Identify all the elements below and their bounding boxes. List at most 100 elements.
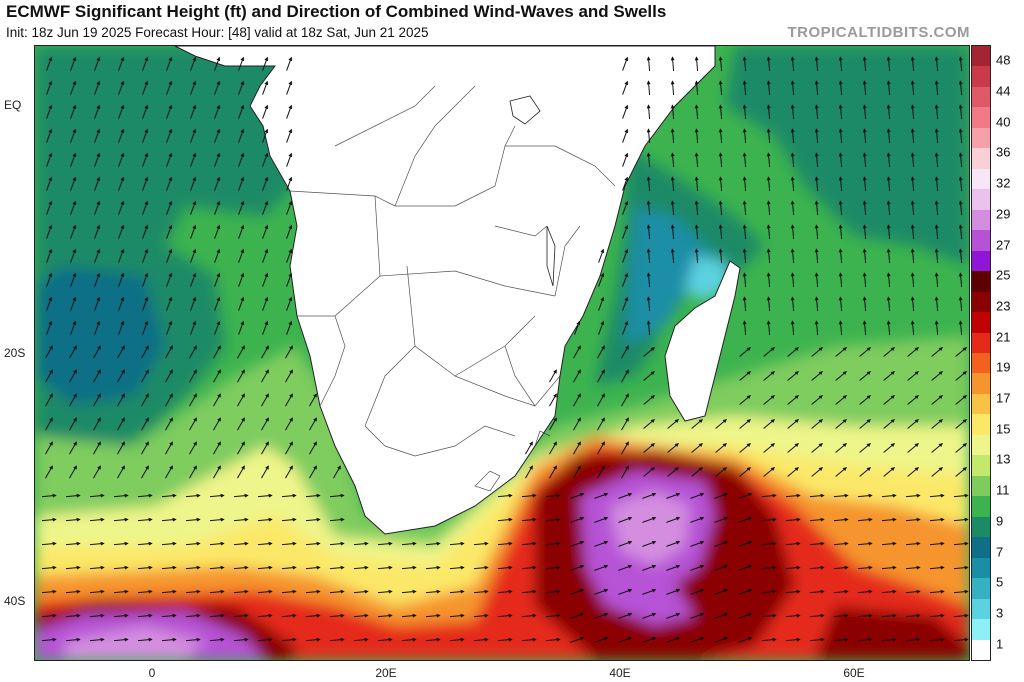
direction-arrow bbox=[838, 272, 843, 288]
direction-arrow bbox=[694, 176, 699, 192]
direction-arrow bbox=[766, 104, 771, 120]
colorbar-label: 13 bbox=[996, 451, 1011, 467]
direction-arrow bbox=[89, 565, 105, 570]
direction-arrow bbox=[353, 565, 369, 570]
direction-arrow bbox=[46, 176, 53, 191]
direction-arrow bbox=[929, 493, 945, 498]
direction-arrow bbox=[715, 467, 727, 477]
direction-arrow bbox=[166, 248, 173, 263]
direction-arrow bbox=[934, 56, 939, 72]
direction-arrow bbox=[646, 56, 651, 72]
direction-arrow bbox=[570, 636, 585, 643]
direction-arrow bbox=[262, 104, 269, 119]
direction-arrow bbox=[570, 492, 585, 499]
direction-arrow bbox=[262, 152, 269, 167]
direction-arrow bbox=[238, 80, 245, 95]
direction-arrow bbox=[929, 517, 945, 522]
direction-arrow bbox=[213, 465, 221, 479]
direction-arrow bbox=[142, 80, 149, 95]
direction-arrow bbox=[953, 613, 969, 618]
direction-arrow bbox=[257, 637, 273, 642]
direction-arrow bbox=[305, 493, 321, 498]
direction-arrow bbox=[766, 200, 771, 216]
direction-arrow bbox=[41, 613, 57, 618]
direction-arrow bbox=[190, 56, 197, 71]
direction-arrow bbox=[714, 492, 729, 499]
direction-arrow bbox=[838, 152, 843, 168]
direction-arrow bbox=[694, 224, 699, 240]
direction-arrow bbox=[666, 636, 681, 643]
colorbar-label: 21 bbox=[996, 329, 1011, 345]
direction-arrow bbox=[497, 493, 513, 498]
direction-arrow bbox=[598, 248, 605, 263]
direction-arrow bbox=[46, 104, 53, 119]
direction-arrow bbox=[622, 248, 629, 263]
direction-arrow bbox=[814, 248, 819, 264]
direction-arrow bbox=[41, 517, 57, 522]
direction-arrow bbox=[233, 565, 249, 570]
direction-arrow bbox=[763, 443, 775, 453]
direction-arrow bbox=[809, 517, 825, 522]
direction-arrow bbox=[214, 200, 221, 215]
direction-arrow bbox=[46, 128, 53, 143]
direction-arrow bbox=[46, 56, 53, 71]
direction-arrow bbox=[642, 492, 657, 499]
direction-arrow bbox=[257, 565, 273, 570]
direction-arrow bbox=[65, 589, 81, 594]
direction-arrow bbox=[718, 200, 723, 216]
direction-arrow bbox=[137, 613, 153, 618]
direction-arrow bbox=[93, 441, 101, 455]
direction-arrow bbox=[934, 200, 939, 216]
direction-arrow bbox=[862, 224, 867, 240]
direction-arrow bbox=[137, 637, 153, 642]
direction-arrow bbox=[690, 588, 705, 595]
direction-arrow bbox=[113, 613, 129, 618]
direction-arrow bbox=[214, 224, 221, 239]
direction-arrow bbox=[190, 248, 197, 263]
direction-arrow bbox=[958, 176, 963, 192]
direction-arrow bbox=[570, 516, 585, 523]
direction-arrow bbox=[886, 296, 891, 312]
direction-arrow bbox=[931, 371, 943, 381]
direction-arrow bbox=[838, 320, 843, 336]
direction-arrow bbox=[46, 200, 53, 215]
direction-arrow bbox=[238, 224, 245, 239]
direction-arrow bbox=[742, 320, 747, 336]
direction-arrow bbox=[862, 128, 867, 144]
direction-arrow bbox=[787, 371, 799, 381]
direction-arrow bbox=[910, 224, 915, 240]
lat-label-eq: EQ bbox=[4, 98, 22, 112]
direction-arrow bbox=[667, 419, 679, 429]
direction-arrow bbox=[766, 56, 771, 72]
direction-arrow bbox=[329, 565, 345, 570]
colorbar-label: 48 bbox=[996, 52, 1011, 68]
direction-arrow bbox=[377, 565, 393, 570]
direction-arrow bbox=[833, 517, 849, 522]
direction-arrow bbox=[742, 224, 747, 240]
direction-arrow bbox=[161, 613, 177, 618]
direction-arrow bbox=[881, 637, 897, 642]
direction-arrow bbox=[573, 417, 581, 431]
direction-arrow bbox=[137, 541, 153, 546]
direction-arrow bbox=[621, 465, 629, 479]
direction-arrow bbox=[787, 395, 799, 405]
direction-arrow bbox=[185, 613, 201, 618]
direction-arrow bbox=[117, 417, 125, 431]
direction-arrow bbox=[958, 128, 963, 144]
direction-arrow bbox=[69, 393, 77, 407]
direction-arrow bbox=[742, 296, 747, 312]
direction-arrow bbox=[742, 272, 747, 288]
direction-arrow bbox=[117, 441, 125, 455]
direction-arrow bbox=[862, 296, 867, 312]
direction-arrow bbox=[883, 467, 895, 477]
lon-label-20e: 20E bbox=[375, 666, 397, 680]
direction-arrow bbox=[597, 465, 605, 479]
country-borders bbox=[289, 85, 616, 492]
direction-arrow bbox=[670, 152, 675, 168]
direction-arrow bbox=[934, 248, 939, 264]
direction-arrow bbox=[907, 419, 919, 429]
direction-arrow bbox=[237, 465, 245, 479]
direction-arrow bbox=[41, 565, 57, 570]
direction-arrow bbox=[718, 248, 723, 264]
direction-arrow bbox=[46, 320, 53, 335]
